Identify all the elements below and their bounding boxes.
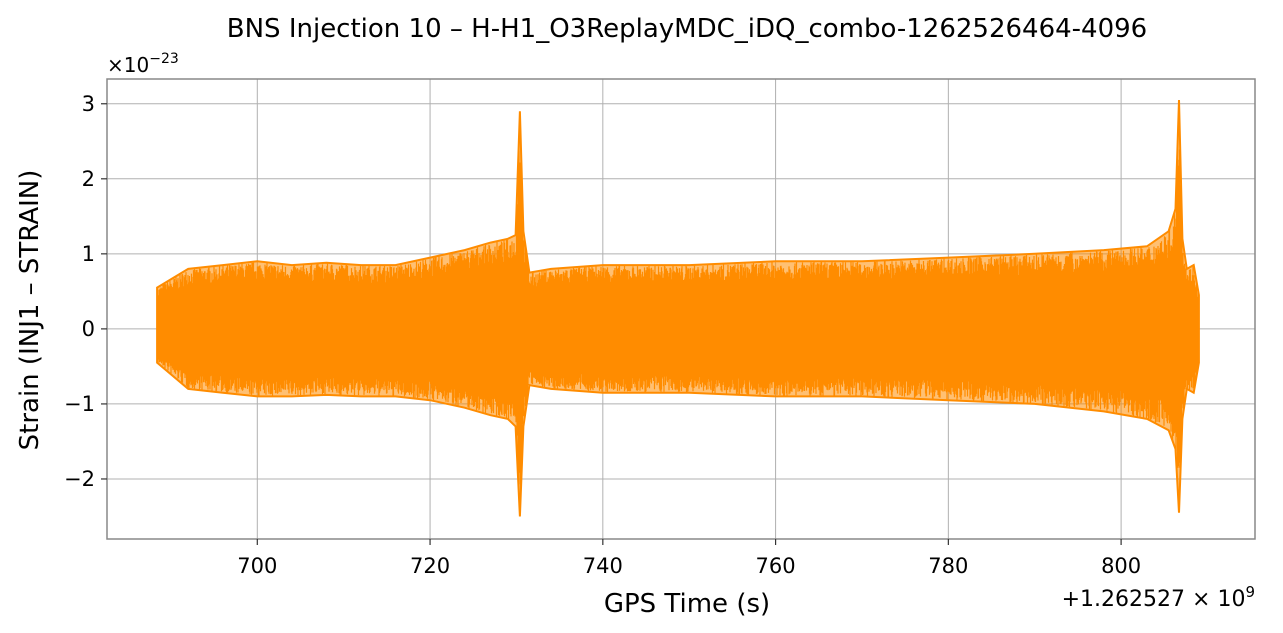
y-tick-label: −2: [64, 467, 95, 491]
x-tick-label: 740: [583, 554, 623, 578]
series-layer: [156, 99, 1200, 517]
y-tick-label: 3: [82, 92, 95, 116]
y-tick-label: 1: [82, 242, 95, 266]
y-tick-label: −1: [64, 392, 95, 416]
y-scale-exponent: −23: [149, 51, 179, 67]
plot-frame: [106, 78, 1256, 540]
x-offset-annotation: +1.262527 × 109: [1062, 583, 1255, 612]
y-axis-ticks: −2 −1 0 1 2 3: [64, 92, 107, 491]
x-offset-label: +1.262527 × 10: [1062, 587, 1246, 612]
y-tick-label: 2: [82, 167, 95, 191]
x-tick-label: 700: [237, 554, 277, 578]
x-tick-label: 800: [1101, 554, 1141, 578]
y-tick-label: 0: [82, 317, 95, 341]
strain-series-envelope: [156, 99, 1200, 517]
chart-title: BNS Injection 10 – H-H1_O3ReplayMDC_iDQ_…: [227, 14, 1147, 44]
x-axis-label: GPS Time (s): [604, 589, 770, 619]
x-tick-label: 780: [928, 554, 968, 578]
x-tick-label: 760: [756, 554, 796, 578]
x-tick-label: 720: [410, 554, 450, 578]
x-offset-exponent: 9: [1245, 583, 1255, 601]
y-scale-factor: ×10−23: [107, 51, 179, 77]
x-axis-ticks: 700 720 740 760 780 800: [237, 539, 1141, 578]
y-axis-label: Strain (INJ1 – STRAIN): [15, 170, 45, 451]
y-scale-label: ×10: [107, 53, 149, 77]
